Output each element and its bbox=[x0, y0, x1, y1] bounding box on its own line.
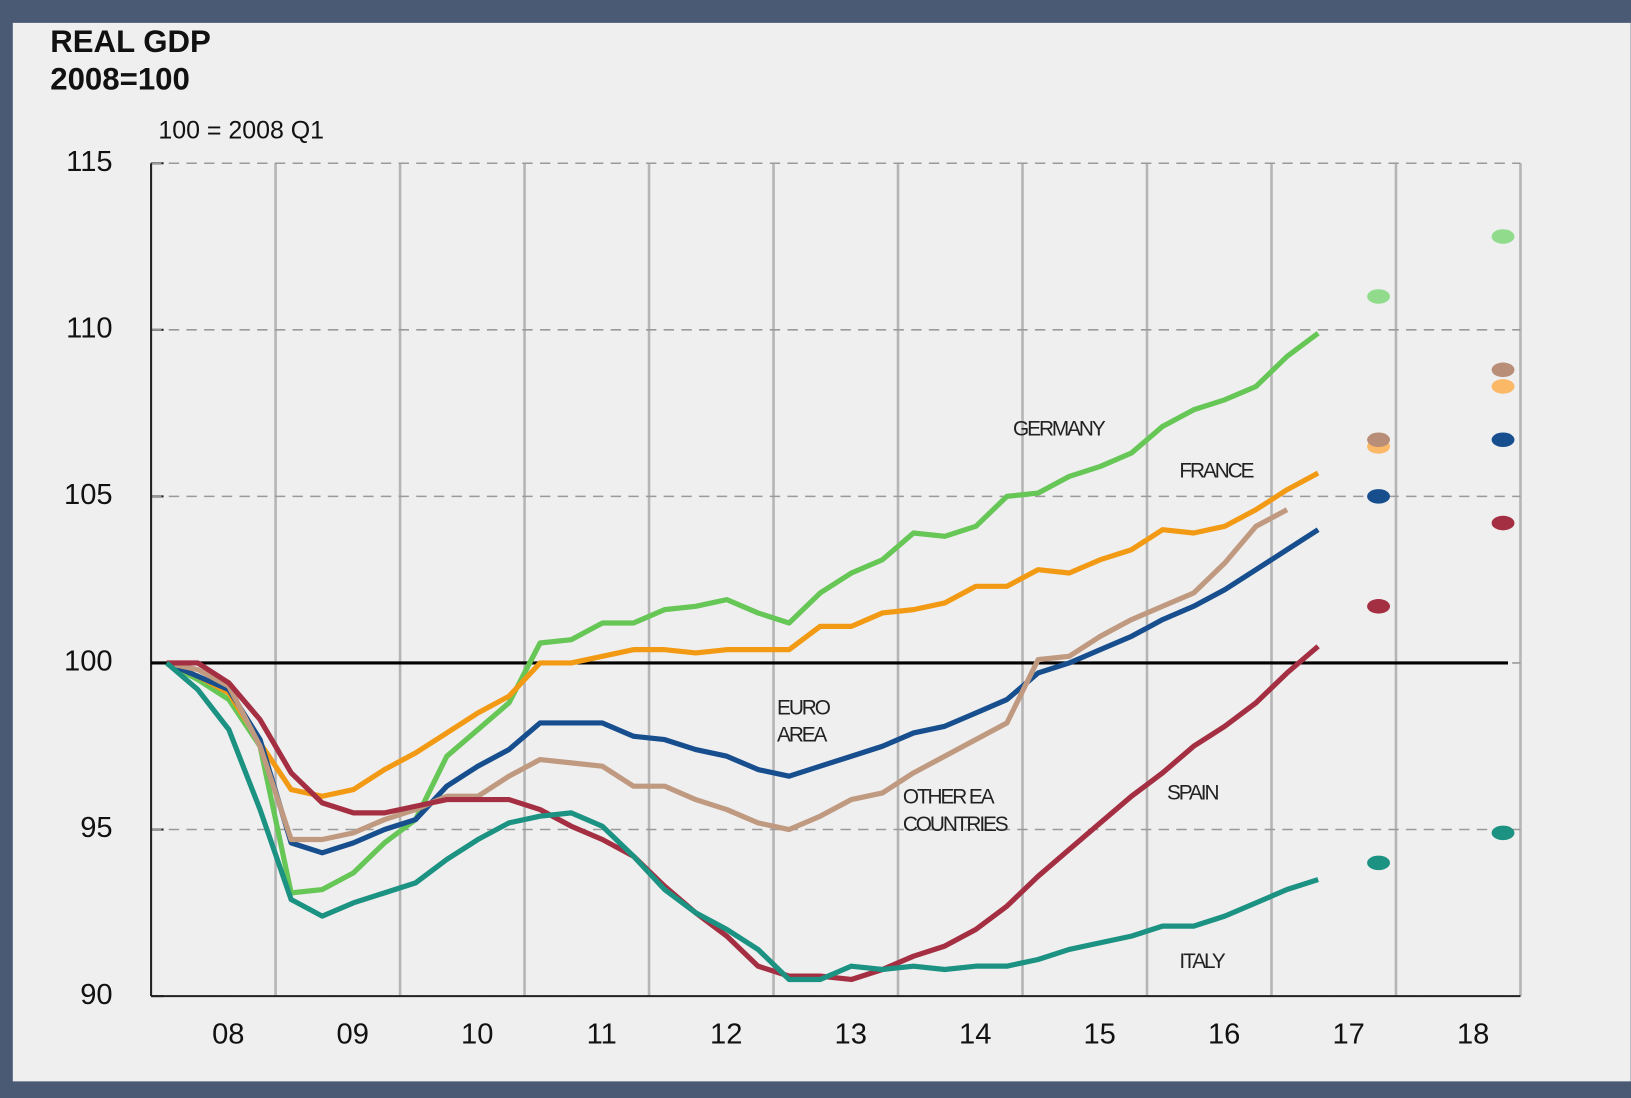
chart-subtitle: 2008=100 bbox=[50, 61, 190, 96]
series-label-box: GERMANY bbox=[1013, 417, 1106, 441]
forecast-dot bbox=[1367, 432, 1390, 448]
y-tick-label: 110 bbox=[66, 313, 112, 345]
forecast-dot bbox=[1367, 599, 1390, 614]
x-tick-label: 12 bbox=[710, 1018, 742, 1050]
x-tick-label: 17 bbox=[1332, 1018, 1364, 1050]
x-tick-label: 13 bbox=[835, 1018, 867, 1050]
series-label-box: OTHER EA COUNTRIES bbox=[902, 786, 1009, 836]
series-label: GERMANY bbox=[1013, 417, 1106, 441]
annotation: 100 = 2008 Q1 bbox=[158, 117, 324, 145]
x-tick-label: 09 bbox=[337, 1018, 369, 1050]
x-tick-label: 15 bbox=[1083, 1018, 1115, 1050]
x-tick-label: 16 bbox=[1208, 1018, 1240, 1050]
x-tick-label: 10 bbox=[461, 1018, 493, 1050]
forecast-dot bbox=[1367, 855, 1390, 871]
x-tick-label: 18 bbox=[1457, 1018, 1489, 1050]
x-tick-label: 08 bbox=[212, 1018, 244, 1050]
series-line bbox=[165, 331, 1320, 896]
series-label: FRANCE bbox=[1179, 459, 1254, 483]
forecast-dot bbox=[1491, 432, 1515, 448]
series-label: ITALY bbox=[1179, 950, 1225, 974]
forecast-dot bbox=[1491, 379, 1515, 394]
forecast-dot bbox=[1491, 229, 1515, 244]
series-label: OTHER EA COUNTRIES bbox=[902, 786, 1009, 836]
forecast-dot bbox=[1367, 489, 1390, 504]
series-label-box: EURO AREA bbox=[777, 696, 831, 747]
forecast-dot bbox=[1491, 362, 1515, 378]
series-label-box: ITALY bbox=[1179, 950, 1225, 974]
series-line bbox=[165, 470, 1320, 799]
x-tick-label: 11 bbox=[587, 1018, 617, 1050]
series-line bbox=[164, 660, 1319, 983]
x-tick-label: 14 bbox=[959, 1018, 991, 1050]
y-tick-label: 95 bbox=[80, 812, 112, 844]
y-tick-label: 115 bbox=[66, 146, 112, 178]
series-label-box: SPAIN bbox=[1166, 781, 1220, 805]
chart-title: REAL GDP bbox=[50, 24, 211, 59]
series-label: EURO AREA bbox=[777, 696, 831, 747]
series-line bbox=[166, 507, 1289, 843]
series-label-box: FRANCE bbox=[1179, 459, 1254, 483]
panel bbox=[12, 22, 1631, 1082]
series-line bbox=[166, 644, 1320, 983]
y-tick-label: 100 bbox=[64, 646, 113, 678]
series-label: SPAIN bbox=[1166, 781, 1220, 805]
forecast-dot bbox=[1491, 515, 1515, 531]
forecast-dot bbox=[1491, 825, 1515, 841]
y-tick-label: 105 bbox=[64, 479, 113, 511]
series-line bbox=[165, 527, 1320, 856]
forecast-dot bbox=[1367, 289, 1390, 304]
y-tick-label: 90 bbox=[80, 979, 112, 1011]
